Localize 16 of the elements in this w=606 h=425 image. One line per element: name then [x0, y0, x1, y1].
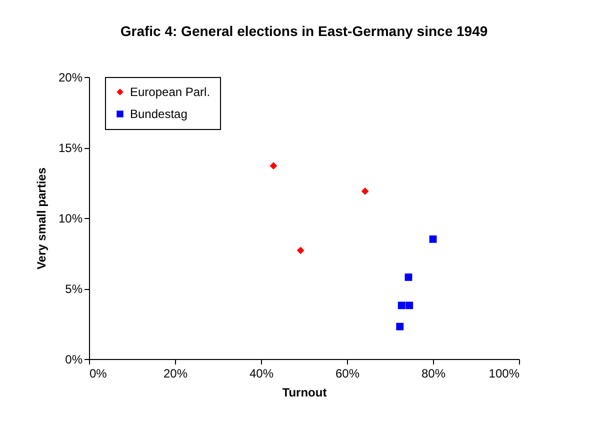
x-tick-label: 0%: [90, 366, 108, 380]
y-tick-label: 5%: [65, 282, 83, 296]
legend-label: European Parl.: [130, 85, 210, 99]
x-tick-label: 20%: [163, 366, 188, 380]
x-tick-label: 60%: [335, 366, 360, 380]
x-tick-label: 40%: [249, 366, 274, 380]
y-tick-label: 0%: [65, 352, 83, 366]
x-tick-label: 100%: [488, 366, 520, 380]
legend-label: Bundestag: [130, 107, 188, 121]
chart-title: Grafic 4: General elections in East-Germany since 1949: [120, 23, 488, 39]
y-tick-label: 10%: [58, 212, 83, 226]
x-tick-label: 80%: [421, 366, 446, 380]
y-tick-label: 20%: [58, 70, 83, 84]
y-tick-label: 15%: [58, 141, 83, 155]
x-axis-title: Turnout: [282, 386, 327, 400]
y-axis-title: Very small parties: [34, 167, 48, 270]
